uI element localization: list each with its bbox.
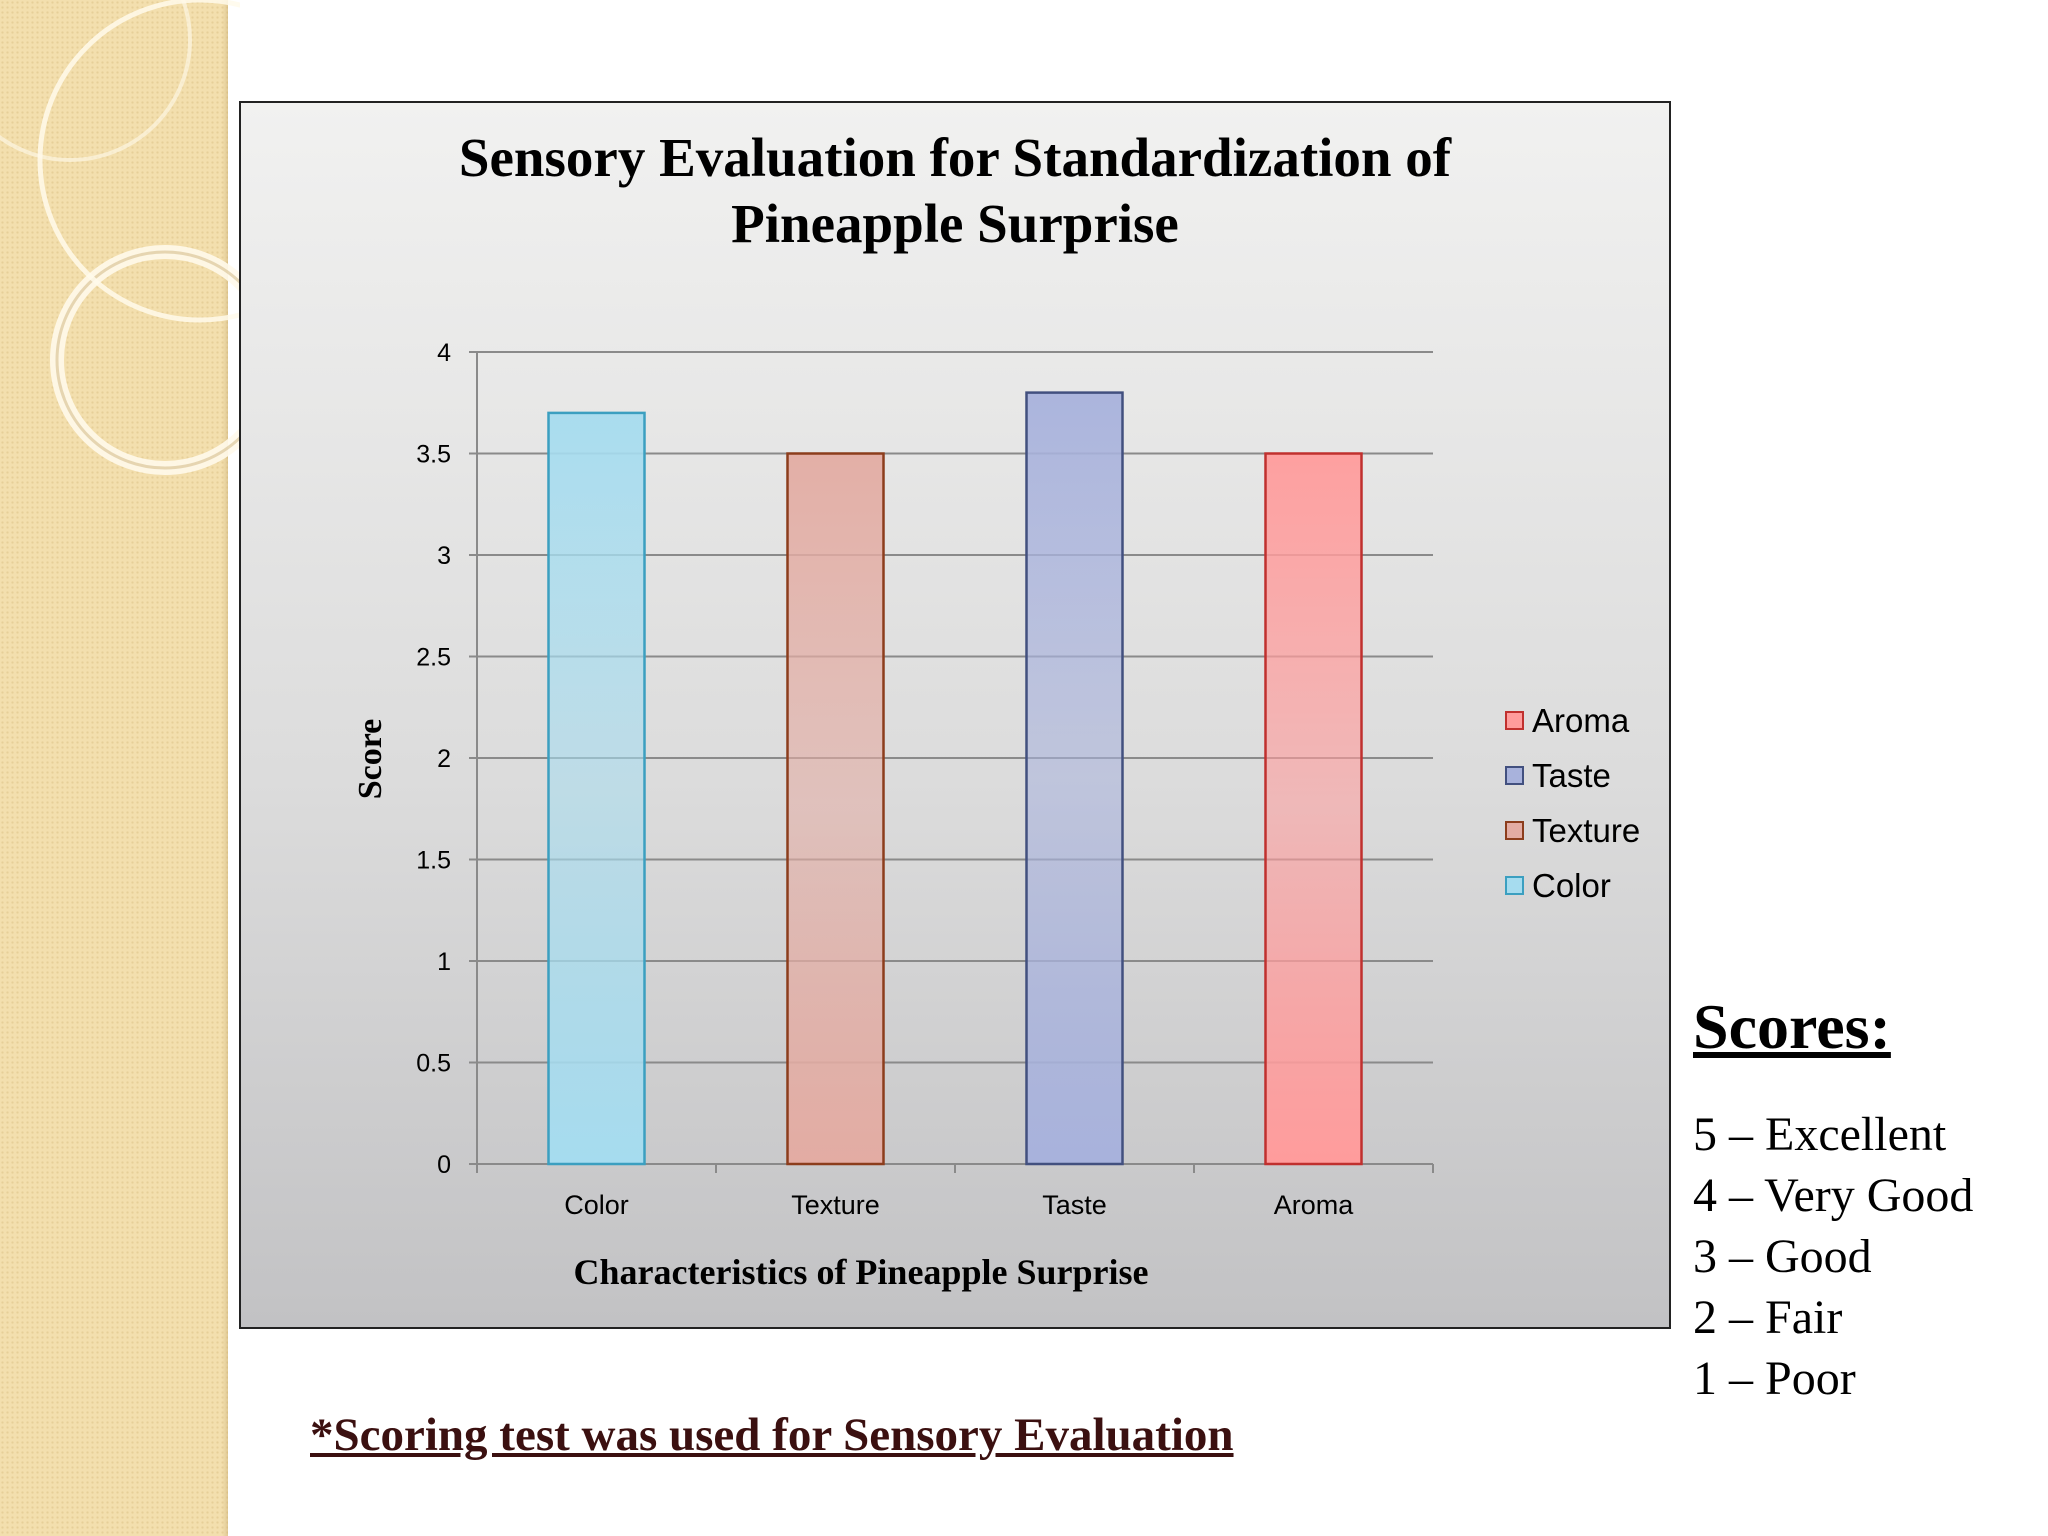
y-tick-label: 3.5 bbox=[416, 441, 451, 469]
legend-swatch bbox=[1505, 766, 1524, 785]
legend-swatch bbox=[1505, 876, 1524, 895]
score-item: 1 – Poor bbox=[1693, 1352, 1856, 1405]
legend-label: Aroma bbox=[1532, 701, 1630, 739]
decorative-rings bbox=[0, 0, 240, 475]
score-item: 3 – Good bbox=[1693, 1230, 1872, 1283]
bar-taste bbox=[1025, 391, 1124, 1166]
legend-swatch bbox=[1505, 711, 1524, 730]
y-tick-label: 2 bbox=[437, 745, 451, 773]
y-tick-label: 0 bbox=[437, 1151, 451, 1179]
legend-item-texture: Texture bbox=[1505, 803, 1640, 858]
y-tick-label: 0.5 bbox=[416, 1050, 451, 1078]
scores-heading: Scores: bbox=[1693, 991, 1891, 1062]
footnote: *Scoring test was used for Sensory Evalu… bbox=[310, 1409, 1234, 1461]
chart-title: Sensory Evaluation for Standardization o… bbox=[241, 125, 1669, 257]
legend-item-color: Color bbox=[1505, 858, 1640, 913]
y-tick-label: 1.5 bbox=[416, 847, 451, 875]
chart-title-line-2: Pineapple Surprise bbox=[731, 193, 1179, 254]
chart-panel: Sensory Evaluation for Standardization o… bbox=[239, 101, 1671, 1329]
legend-label: Texture bbox=[1532, 811, 1641, 849]
legend-item-aroma: Aroma bbox=[1505, 693, 1640, 748]
legend-label: Color bbox=[1532, 866, 1611, 904]
x-tick-label: Color bbox=[564, 1190, 629, 1220]
y-axis-label: Score bbox=[352, 718, 389, 800]
scores-key: Scores: 5 – Excellent 4 – Very Good 3 – … bbox=[1693, 990, 1973, 1409]
x-tick-label: Texture bbox=[791, 1190, 880, 1220]
legend-swatch bbox=[1505, 821, 1524, 840]
x-tick-label: Aroma bbox=[1274, 1190, 1355, 1220]
chart-legend: Aroma Taste Texture Color bbox=[1505, 693, 1640, 913]
legend-label: Taste bbox=[1532, 756, 1611, 794]
y-tick-label: 1 bbox=[437, 948, 451, 976]
x-tick-label: Taste bbox=[1042, 1190, 1107, 1220]
x-axis-label: Characteristics of Pineapple Surprise bbox=[573, 1252, 1149, 1292]
score-item: 2 – Fair bbox=[1693, 1291, 1843, 1344]
y-tick-label: 3 bbox=[437, 542, 451, 570]
y-tick-label: 2.5 bbox=[416, 644, 451, 672]
plot-area: 0 0.5 1 1.5 2 2.5 3 3.5 4 Color Texture Taste Aroma bbox=[416, 339, 1434, 1220]
bar-aroma bbox=[1264, 452, 1363, 1166]
y-tick-label: 4 bbox=[437, 339, 451, 367]
score-item: 4 – Very Good bbox=[1693, 1169, 1974, 1222]
bar-color bbox=[547, 411, 646, 1166]
bar-texture bbox=[786, 452, 885, 1166]
score-item: 5 – Excellent bbox=[1693, 1108, 1947, 1161]
chart-title-line-1: Sensory Evaluation for Standardization o… bbox=[458, 127, 1452, 188]
legend-item-taste: Taste bbox=[1505, 748, 1640, 803]
